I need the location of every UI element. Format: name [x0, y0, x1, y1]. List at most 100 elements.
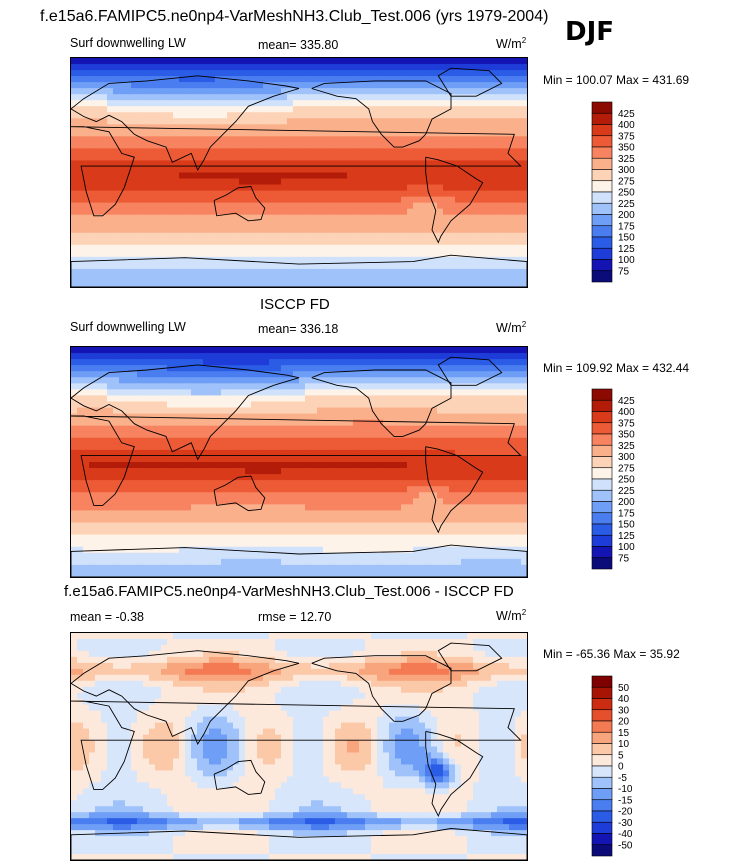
field-cell: [119, 443, 126, 451]
field-cell: [227, 389, 234, 397]
field-cell: [95, 462, 102, 469]
field-cell: [521, 353, 527, 360]
field-cell: [341, 468, 348, 475]
field-cell: [95, 202, 102, 210]
field-cell: [203, 449, 210, 457]
field-cell: [479, 220, 486, 228]
field-cell: [473, 492, 480, 499]
field-cell: [215, 474, 222, 481]
field-cell: [311, 154, 318, 162]
field-cell: [233, 100, 240, 107]
field-cell: [353, 468, 360, 475]
field-cell: [71, 250, 78, 258]
field-cell: [131, 504, 138, 512]
field-cell: [467, 244, 474, 252]
field-cell: [383, 178, 390, 186]
field-cell: [293, 474, 300, 481]
field-cell: [299, 226, 306, 234]
field-cell: [485, 250, 492, 258]
field-cell: [263, 455, 270, 463]
field-cell: [179, 274, 186, 282]
field-cell: [389, 112, 396, 119]
field-cell: [323, 58, 330, 65]
field-cell: [431, 112, 438, 119]
field-cell: [395, 395, 402, 403]
field-cell: [329, 190, 336, 198]
field-cell: [197, 371, 204, 378]
field-cell: [245, 136, 252, 143]
field-cell: [101, 480, 108, 487]
field-cell: [173, 462, 180, 469]
field-cell: [413, 250, 420, 258]
field-cell: [521, 262, 527, 270]
field-cell: [113, 172, 120, 180]
field-cell: [455, 449, 462, 457]
coastline: [71, 254, 527, 287]
field-cell: [407, 413, 414, 421]
field-cell: [377, 437, 384, 445]
field-cell: [437, 274, 444, 282]
field-cell: [137, 64, 144, 71]
field-cell: [353, 504, 360, 512]
field-cell: [383, 431, 390, 439]
field-cell: [71, 262, 78, 270]
field-cell: [233, 94, 240, 101]
field-cell: [215, 262, 222, 270]
field-cell: [143, 148, 150, 156]
field-cell: [257, 425, 264, 433]
field-cell: [77, 166, 84, 174]
field-cell: [161, 88, 168, 95]
field-cell: [227, 166, 234, 174]
field-cell: [497, 124, 504, 131]
field-cell: [197, 88, 204, 95]
field-cell: [503, 70, 510, 77]
field-cell: [419, 437, 426, 445]
field-cell: [119, 238, 126, 246]
field-cell: [149, 82, 156, 89]
field-cell: [281, 395, 288, 403]
panel1-map: [70, 57, 528, 288]
field-cell: [131, 395, 138, 403]
field-cell: [395, 136, 402, 143]
field-cell: [179, 238, 186, 246]
field-cell: [71, 425, 78, 433]
field-cell: [227, 455, 234, 463]
field-cell: [437, 166, 444, 174]
field-cell: [257, 431, 264, 439]
field-cell: [359, 166, 366, 174]
field-cell: [191, 262, 198, 270]
field-cell: [89, 365, 96, 372]
field-cell: [425, 268, 432, 276]
field-cell: [305, 244, 312, 252]
field-cell: [497, 64, 504, 71]
field-cell: [245, 365, 252, 372]
field-cell: [353, 190, 360, 198]
field-cell: [113, 88, 120, 95]
field-cell: [329, 70, 336, 77]
field-cell: [329, 196, 336, 204]
field-cell: [455, 377, 462, 384]
field-cell: [461, 118, 468, 125]
field-cell: [263, 425, 270, 433]
field-cell: [83, 70, 90, 77]
field-cell: [419, 106, 426, 113]
field-cell: [509, 100, 516, 107]
field-cell: [185, 220, 192, 228]
field-cell: [467, 425, 474, 433]
field-cell: [353, 94, 360, 101]
field-cell: [335, 443, 342, 451]
field-cell: [323, 274, 330, 282]
field-cell: [341, 238, 348, 246]
field-cell: [359, 498, 366, 505]
field-cell: [197, 250, 204, 258]
field-cell: [323, 474, 330, 481]
field-cell: [101, 106, 108, 113]
field-cell: [125, 64, 132, 71]
field-cell: [215, 178, 222, 186]
field-cell: [287, 172, 294, 180]
field-cell: [389, 88, 396, 95]
field-cell: [449, 100, 456, 107]
field-cell: [503, 419, 510, 427]
field-cell: [413, 202, 420, 210]
field-cell: [299, 94, 306, 101]
